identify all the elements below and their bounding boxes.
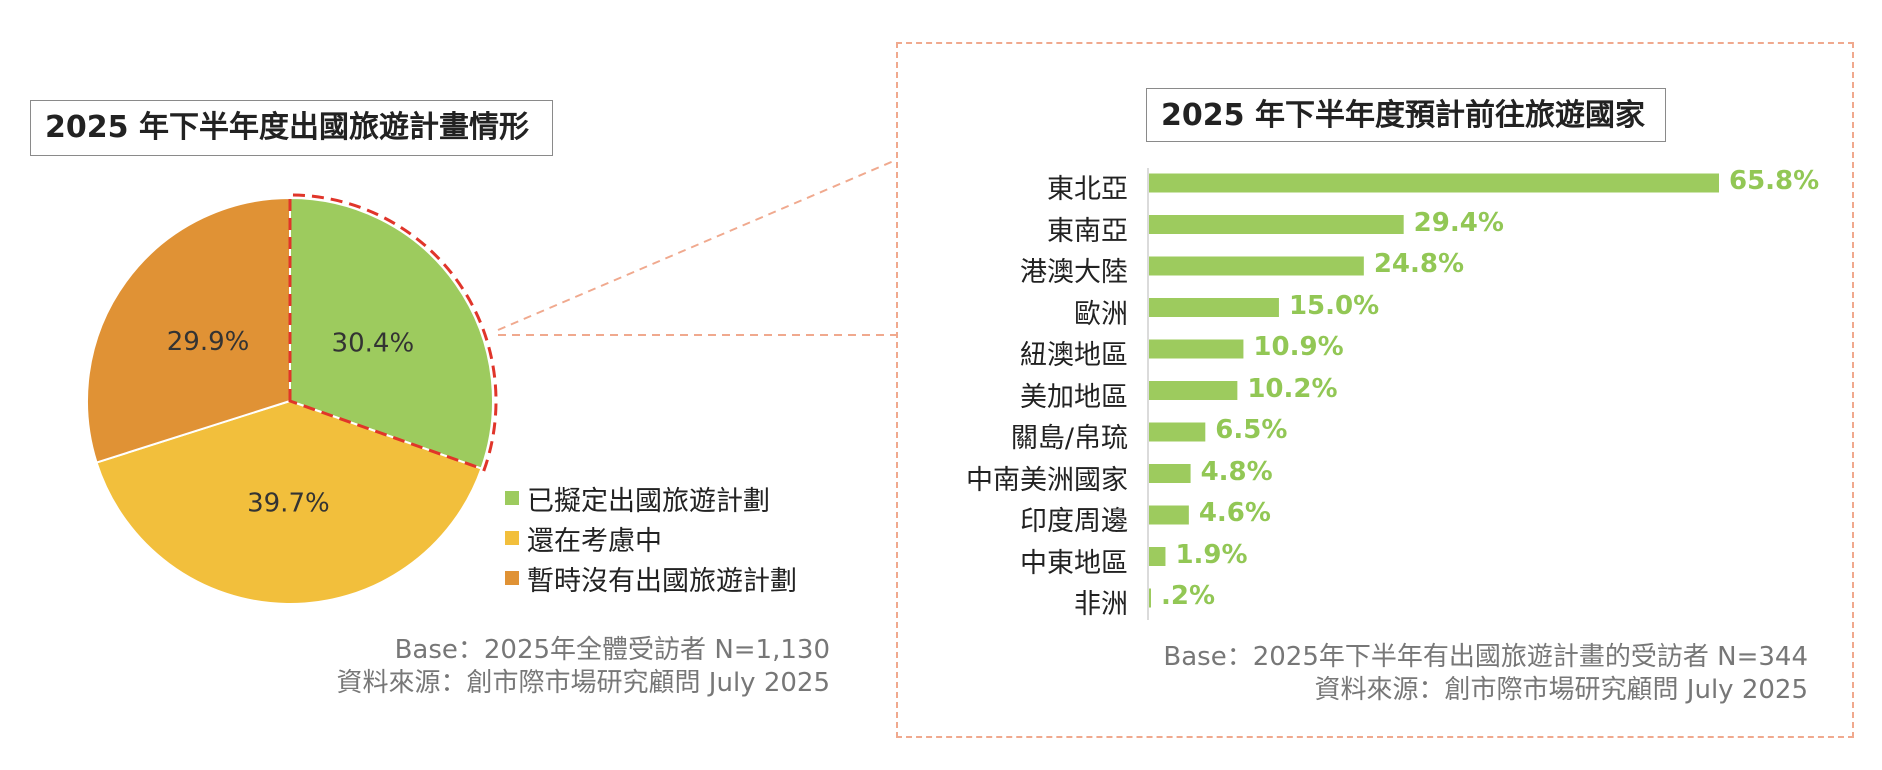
bar-value-label: 4.6% bbox=[1198, 498, 1271, 528]
bar-value-label: 29.4% bbox=[1413, 207, 1504, 238]
bar-category-label: 關島/帛琉 bbox=[1010, 423, 1128, 454]
bar-category-label: 港澳大陸 bbox=[1020, 257, 1128, 288]
bar-base-note: Base：2025年下半年有出國旅遊計畫的受訪者 N=344 bbox=[1163, 642, 1808, 672]
bar-source-note: 資料來源：創市際市場研究顧問 July 2025 bbox=[1314, 675, 1808, 705]
pie-slice-3 bbox=[86, 196, 291, 464]
bar-value-label: 10.2% bbox=[1247, 373, 1338, 404]
bar-5 bbox=[1149, 339, 1244, 359]
pie-base-note: Base：2025年全體受訪者 N=1,130 bbox=[394, 635, 830, 665]
bar-value-label: 4.8% bbox=[1200, 456, 1273, 487]
bar-category-label: 紐澳地區 bbox=[1020, 340, 1128, 371]
bar-4 bbox=[1149, 298, 1279, 317]
highlight-outline bbox=[288, 193, 498, 472]
bar-category-label: 中南美洲國家 bbox=[966, 464, 1128, 496]
bar-category-label: 歐洲 bbox=[1074, 298, 1128, 330]
bar-chart-title: 2025 年下半年度預計前往旅遊國家 bbox=[1146, 88, 1666, 142]
bar-category-label: 美加地區 bbox=[1020, 381, 1128, 413]
pie-chart: 30.4% 39.7% 29.9% bbox=[86, 193, 498, 605]
bar-category-label: 東北亞 bbox=[1047, 174, 1128, 205]
pie-slice-1 bbox=[289, 196, 494, 470]
zoom-frame bbox=[896, 42, 1854, 738]
bar-6 bbox=[1149, 381, 1238, 400]
bar-2 bbox=[1149, 215, 1404, 234]
bar-category-label: 中東地區 bbox=[1020, 547, 1128, 579]
bar-chart bbox=[1147, 168, 1719, 620]
pie-notes: Base：2025年全體受訪者 N=1,130 資料來源：創市際市場研究顧問 J… bbox=[230, 634, 830, 700]
bar-notes: Base：2025年下半年有出國旅遊計畫的受訪者 N=344 資料來源：創市際市… bbox=[1000, 641, 1808, 707]
legend-swatch bbox=[505, 571, 519, 585]
bar-category-label: 東南亞 bbox=[1047, 215, 1128, 247]
pie-legend: 已擬定出國旅遊計劃 還在考慮中暫時沒有出國旅遊計劃 bbox=[505, 478, 797, 598]
bar-8 bbox=[1149, 464, 1191, 483]
bar-value-label: 1.9% bbox=[1175, 539, 1248, 570]
bar-value-label: 10.9% bbox=[1253, 332, 1344, 362]
pie-source-note: 資料來源：創市際市場研究顧問 July 2025 bbox=[336, 668, 830, 698]
bar-9 bbox=[1149, 505, 1189, 525]
bar-11 bbox=[1149, 588, 1151, 608]
legend-label: 暫時沒有出國旅遊計劃 bbox=[527, 565, 797, 597]
bar-value-label: 24.8% bbox=[1373, 249, 1465, 279]
legend-swatch bbox=[505, 491, 519, 505]
pie-chart-title: 2025 年下半年度出國旅遊計畫情形 bbox=[30, 100, 553, 156]
legend-label: 還在考慮中 bbox=[527, 525, 662, 557]
bar-category-label: 印度周邊 bbox=[1020, 506, 1128, 537]
legend-swatch bbox=[505, 531, 519, 545]
bar-value-label: 6.5% bbox=[1215, 415, 1288, 445]
bar-category-label: 非洲 bbox=[1074, 589, 1128, 620]
bar-value-label: 65.8% bbox=[1729, 166, 1820, 196]
bar-value-label: .2% bbox=[1161, 581, 1216, 611]
pie-slice-label-3: 29.9% bbox=[167, 327, 250, 357]
bar-value-label: 15.0% bbox=[1288, 290, 1380, 321]
zoom-connector-lines bbox=[497, 159, 897, 336]
connector-line-upper bbox=[497, 159, 897, 331]
bar-3 bbox=[1149, 256, 1364, 276]
legend-item-2: 還在考慮中 bbox=[505, 518, 797, 558]
pie-slice-2 bbox=[95, 399, 483, 605]
bar-1 bbox=[1149, 173, 1719, 193]
legend-item-3: 暫時沒有出國旅遊計劃 bbox=[505, 558, 797, 598]
pie-slice-label-2: 39.7% bbox=[247, 488, 330, 518]
bar-10 bbox=[1149, 547, 1166, 566]
legend-item-1: 已擬定出國旅遊計劃 bbox=[505, 478, 797, 518]
legend-label: 已擬定出國旅遊計劃 bbox=[527, 485, 770, 517]
bar-7 bbox=[1149, 422, 1206, 442]
pie-slice-label-1: 30.4% bbox=[332, 328, 415, 358]
